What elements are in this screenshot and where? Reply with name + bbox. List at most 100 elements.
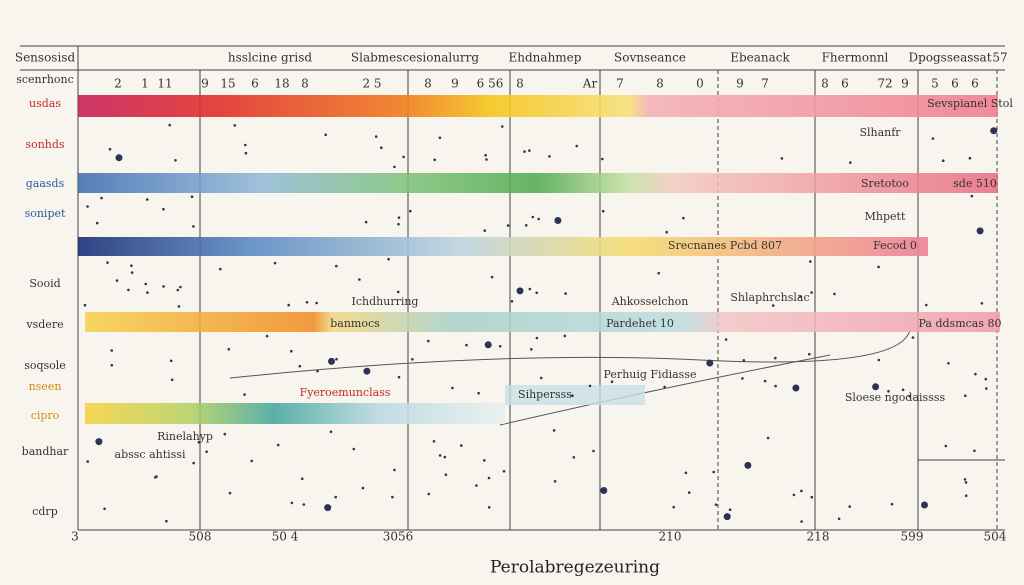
dot <box>223 432 227 436</box>
dot <box>483 229 487 232</box>
dot <box>174 159 177 162</box>
dot <box>564 292 567 295</box>
band-label: Sloese ngodaissss <box>845 391 946 404</box>
dot <box>672 505 675 509</box>
dot <box>197 441 201 444</box>
dot <box>548 155 551 158</box>
dot <box>552 429 556 432</box>
top-number: 7 <box>616 77 624 91</box>
bottom-label: 504 <box>984 530 1007 544</box>
dot <box>358 278 361 281</box>
dot <box>110 349 113 352</box>
dot <box>774 384 777 388</box>
dot <box>792 384 800 392</box>
dot <box>374 135 378 138</box>
dot <box>352 447 356 451</box>
dot <box>298 364 302 368</box>
dot <box>921 501 928 509</box>
dot <box>808 352 811 356</box>
dot <box>714 503 718 507</box>
dot <box>944 444 948 448</box>
dot <box>334 495 338 499</box>
dot <box>810 291 813 294</box>
row-label: sonhds <box>25 138 64 151</box>
dot <box>177 305 181 308</box>
band-label: Slhanfr <box>859 126 901 139</box>
dot <box>964 394 967 398</box>
dot <box>706 359 714 367</box>
dot <box>444 473 448 477</box>
dot <box>833 292 836 296</box>
row-label: scenrhonc <box>16 73 74 86</box>
dot <box>115 279 119 282</box>
row-label: usdas <box>29 97 61 110</box>
dot <box>397 222 400 226</box>
dot <box>572 456 576 459</box>
dot <box>335 264 338 268</box>
dots <box>83 123 998 523</box>
column-header: Sensosisd <box>15 51 76 65</box>
dot <box>984 377 988 381</box>
dot <box>990 127 998 135</box>
dot <box>130 271 134 274</box>
dot <box>103 507 106 511</box>
dot <box>485 158 488 161</box>
labels[interactable]: Sensosisd hsslcine grisd Slabmescesionalur… <box>15 51 1013 544</box>
dot <box>973 449 976 453</box>
dot <box>108 147 112 151</box>
dot <box>877 358 881 362</box>
top-number: 9 <box>901 77 909 91</box>
row-label: vsdere <box>25 318 63 331</box>
dot <box>516 287 524 295</box>
dot <box>601 209 605 213</box>
dot <box>328 357 335 365</box>
dot <box>244 151 248 155</box>
dot <box>487 506 491 509</box>
top-number: 6 <box>841 77 849 91</box>
dot <box>610 380 614 384</box>
dot <box>465 343 468 347</box>
dot <box>890 502 894 506</box>
dot <box>490 275 494 279</box>
dot <box>483 459 486 462</box>
dot <box>771 304 775 307</box>
dot <box>974 372 977 376</box>
dot <box>106 261 109 264</box>
top-number: 11 <box>157 77 172 91</box>
band-label: banmocs <box>330 317 380 330</box>
top-number: 1 <box>141 77 149 91</box>
dot <box>809 260 812 263</box>
dot <box>290 501 294 505</box>
dot <box>484 341 492 349</box>
dot <box>523 150 526 153</box>
dot <box>380 146 383 149</box>
dot <box>970 194 974 198</box>
top-number: 8 <box>656 77 664 91</box>
dot <box>976 227 984 235</box>
top-number: 6 56 <box>477 77 504 91</box>
dot <box>192 225 195 228</box>
band-label: Perhuig Fidiasse <box>604 368 697 381</box>
dot <box>265 334 269 338</box>
dot <box>539 376 543 380</box>
dot <box>127 288 130 292</box>
dot <box>941 159 945 162</box>
dot <box>742 359 746 362</box>
dot <box>687 491 691 494</box>
dot <box>300 477 304 481</box>
dot <box>477 391 480 395</box>
bottom-label: 210 <box>659 530 682 544</box>
dot <box>510 300 514 303</box>
band-label: Shlaphrchslac <box>730 291 809 304</box>
dot <box>397 216 401 219</box>
dot <box>780 157 784 160</box>
column-header: Fhermonnl <box>822 51 889 65</box>
dot <box>901 388 905 392</box>
dot <box>393 468 396 472</box>
dot <box>393 165 396 169</box>
dot <box>290 349 293 353</box>
dot <box>535 336 539 340</box>
dot <box>799 295 802 298</box>
dot <box>484 153 487 157</box>
column-header: Dpogsseassat <box>908 51 991 65</box>
